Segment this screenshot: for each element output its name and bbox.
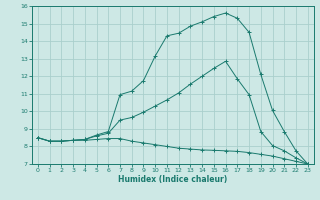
- X-axis label: Humidex (Indice chaleur): Humidex (Indice chaleur): [118, 175, 228, 184]
